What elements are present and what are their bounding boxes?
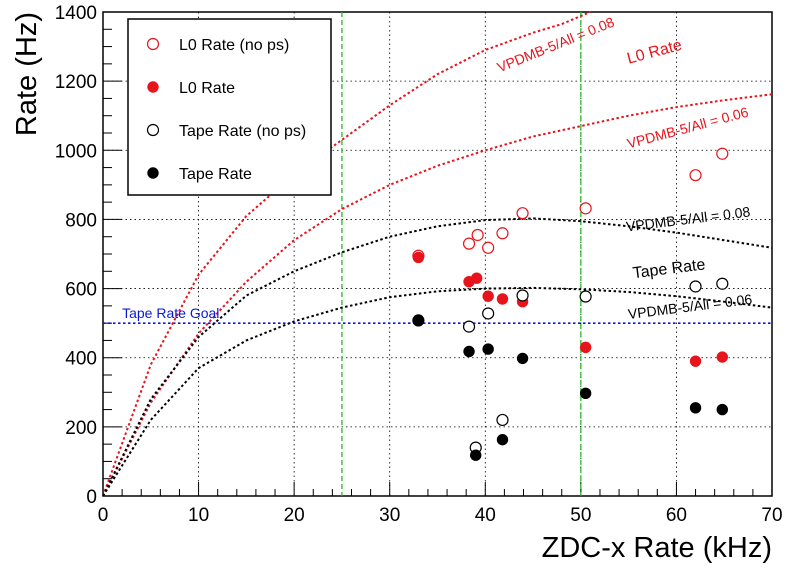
x-tick-label: 30 [379, 505, 400, 526]
data-point-series-2 [482, 307, 495, 320]
y-tick-label: 1200 [55, 72, 97, 93]
data-point-series-0 [689, 169, 702, 182]
data-point-series-3 [482, 343, 494, 355]
x-tick-label: 0 [98, 505, 109, 526]
x-tick-label: 60 [666, 505, 687, 526]
legend-marker-0 [146, 37, 160, 51]
data-point-series-2 [462, 320, 476, 333]
data-point-series-2 [579, 290, 592, 303]
legend-marker-1 [147, 81, 159, 93]
x-tick-label: 70 [761, 505, 782, 526]
data-point-series-3 [516, 352, 529, 365]
axes: 0 10 20 30 40 50 60 70 0 200 400 600 800 1000 1200 1400 [55, 3, 783, 526]
data-point-series-0 [471, 228, 484, 242]
annotation-label: Tape Rate Goal [122, 305, 219, 321]
data-point-series-1 [482, 290, 494, 302]
data-point-series-3 [470, 449, 482, 461]
data-point-series-2 [716, 277, 729, 290]
data-point-series-3 [463, 345, 475, 358]
data-point-series-0 [516, 207, 529, 220]
x-tick-label: 50 [570, 505, 591, 526]
legend-label-2: Tape Rate (no ps) [179, 123, 306, 140]
data-point-series-1 [496, 293, 509, 305]
prediction-curve-1 [102, 93, 773, 497]
legend: L0 Rate (no ps) L0 Rate Tape Rate (no ps) T… [127, 18, 332, 196]
data-point-series-1 [716, 351, 729, 363]
data-point-series-3 [579, 387, 592, 400]
y-tick-label: 800 [65, 210, 97, 231]
data-point-series-2 [516, 289, 529, 302]
legend-items: L0 Rate (no ps) L0 Rate Tape Rate (no ps) T… [146, 37, 306, 183]
y-tick-label: 0 [86, 487, 97, 508]
data-point-series-3 [689, 402, 702, 414]
data-point-series-3 [412, 315, 425, 327]
legend-label-3: Tape Rate [179, 166, 252, 183]
x-axis-title: ZDC-x Rate (kHz) [542, 532, 772, 564]
prediction-curve-3 [102, 286, 773, 497]
legend-box [127, 18, 332, 196]
data-point-series-1 [470, 272, 483, 284]
prediction-curve-0 [102, 11, 591, 497]
x-tick-label: 10 [188, 505, 209, 526]
data-point-series-3 [496, 433, 509, 446]
legend-marker-3 [147, 167, 159, 179]
data-point-series-2 [689, 280, 702, 293]
y-tick-label: 1000 [55, 141, 97, 162]
legend-marker-2 [146, 123, 160, 137]
markers [412, 147, 729, 461]
y-tick-label: 600 [65, 280, 97, 301]
curves [102, 11, 773, 497]
x-tick-label: 20 [284, 505, 305, 526]
data-point-series-0 [716, 147, 729, 160]
grid [103, 12, 772, 496]
data-point-series-1 [689, 355, 702, 367]
data-point-series-0 [496, 227, 509, 240]
data-point-series-1 [579, 341, 592, 354]
data-point-series-3 [716, 403, 729, 416]
data-point-series-1 [412, 251, 425, 264]
data-point-series-2 [496, 413, 509, 427]
y-tick-label: 200 [65, 418, 97, 439]
y-tick-label: 1400 [55, 3, 97, 24]
legend-label-0: L0 Rate (no ps) [179, 37, 289, 54]
data-point-series-0 [482, 241, 495, 254]
data-point-series-0 [462, 237, 476, 250]
legend-label-1: L0 Rate [179, 80, 235, 97]
x-tick-label: 40 [475, 505, 496, 526]
y-tick-label: 400 [65, 349, 97, 370]
y-axis-title: Rate (Hz) [11, 12, 43, 136]
data-point-series-0 [579, 202, 592, 215]
